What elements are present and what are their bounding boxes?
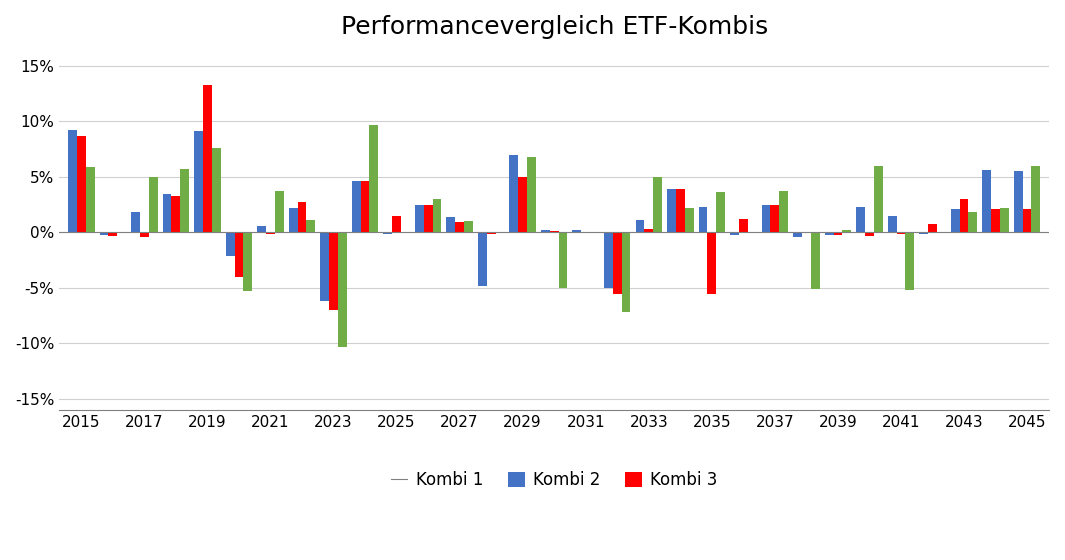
Bar	[258, 226, 266, 232]
Bar	[392, 216, 402, 232]
Bar	[297, 203, 307, 232]
Bar	[234, 232, 243, 277]
Bar	[1000, 208, 1009, 232]
Bar	[424, 205, 432, 232]
Legend: Kombi 1, Kombi 2, Kombi 3: Kombi 1, Kombi 2, Kombi 3	[384, 465, 724, 496]
Bar	[446, 217, 455, 232]
Bar	[487, 232, 495, 234]
Bar	[793, 232, 802, 237]
Title: Performancevergleich ETF-Kombis: Performancevergleich ETF-Kombis	[341, 15, 768, 39]
Bar	[1022, 209, 1032, 232]
Bar	[171, 196, 180, 232]
Bar	[992, 209, 1000, 232]
Bar	[739, 219, 748, 232]
Bar	[874, 166, 883, 232]
Bar	[636, 220, 644, 232]
Bar	[897, 232, 905, 234]
Bar	[464, 221, 473, 232]
Bar	[68, 130, 77, 232]
Bar	[667, 189, 676, 232]
Bar	[644, 229, 653, 232]
Bar	[731, 232, 739, 235]
Bar	[550, 231, 559, 232]
Bar	[455, 222, 464, 232]
Bar	[905, 232, 914, 290]
Bar	[888, 216, 897, 232]
Bar	[842, 230, 851, 232]
Bar	[149, 177, 158, 232]
Bar	[951, 209, 960, 232]
Bar	[770, 205, 780, 232]
Bar	[612, 232, 622, 293]
Bar	[77, 136, 85, 232]
Bar	[109, 232, 117, 236]
Bar	[780, 192, 788, 232]
Bar	[856, 207, 865, 232]
Bar	[653, 177, 662, 232]
Bar	[243, 232, 252, 291]
Bar	[163, 194, 171, 232]
Bar	[212, 148, 220, 232]
Bar	[275, 192, 283, 232]
Bar	[370, 125, 378, 232]
Bar	[1014, 171, 1022, 232]
Bar	[266, 232, 275, 234]
Bar	[919, 232, 928, 234]
Bar	[289, 208, 297, 232]
Bar	[361, 181, 370, 232]
Bar	[100, 232, 109, 235]
Bar	[307, 220, 315, 232]
Bar	[676, 189, 685, 232]
Bar	[519, 177, 527, 232]
Bar	[717, 193, 725, 232]
Bar	[622, 232, 630, 312]
Bar	[761, 205, 770, 232]
Bar	[699, 207, 707, 232]
Bar	[140, 232, 149, 237]
Bar	[226, 232, 234, 256]
Bar	[131, 212, 140, 232]
Bar	[1032, 166, 1041, 232]
Bar	[559, 232, 568, 288]
Bar	[707, 232, 717, 293]
Bar	[351, 181, 361, 232]
Bar	[509, 155, 519, 232]
Bar	[180, 169, 190, 232]
Bar	[685, 208, 693, 232]
Bar	[527, 157, 536, 232]
Bar	[865, 232, 874, 236]
Bar	[338, 232, 347, 347]
Bar	[194, 132, 203, 232]
Bar	[824, 232, 834, 235]
Bar	[834, 232, 842, 235]
Bar	[432, 199, 441, 232]
Bar	[85, 167, 95, 232]
Bar	[604, 232, 612, 288]
Bar	[203, 85, 212, 232]
Bar	[968, 212, 978, 232]
Bar	[478, 232, 487, 286]
Bar	[541, 230, 550, 232]
Bar	[810, 232, 820, 289]
Bar	[982, 170, 992, 232]
Bar	[329, 232, 338, 310]
Bar	[573, 230, 581, 232]
Bar	[321, 232, 329, 301]
Bar	[960, 199, 968, 232]
Bar	[415, 205, 424, 232]
Bar	[383, 232, 392, 234]
Bar	[928, 223, 937, 232]
